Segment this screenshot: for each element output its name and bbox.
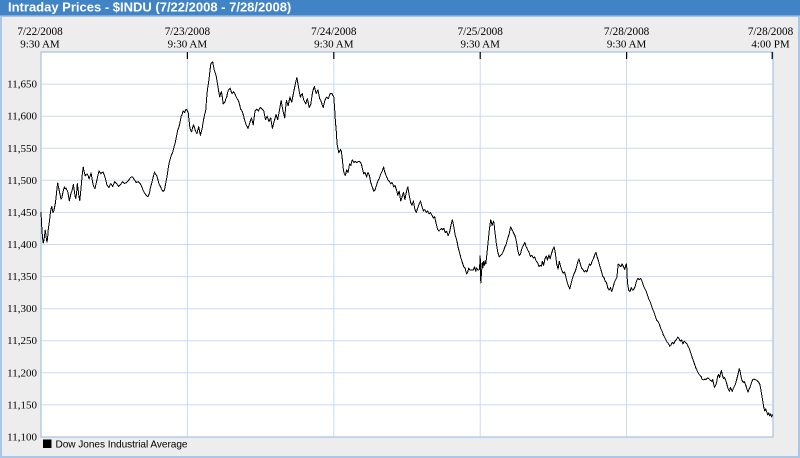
svg-text:11,550: 11,550: [7, 143, 37, 155]
svg-text:7/23/2008: 7/23/2008: [165, 26, 211, 38]
svg-text:11,250: 11,250: [7, 335, 37, 347]
svg-text:11,100: 11,100: [7, 432, 37, 444]
svg-text:11,150: 11,150: [7, 399, 37, 411]
svg-text:11,450: 11,450: [7, 207, 37, 219]
svg-text:9:30 AM: 9:30 AM: [20, 38, 60, 50]
svg-text:11,650: 11,650: [7, 79, 37, 91]
svg-text:9:30 AM: 9:30 AM: [607, 38, 647, 50]
svg-text:9:30 AM: 9:30 AM: [168, 38, 208, 50]
svg-text:11,350: 11,350: [7, 271, 37, 283]
svg-text:7/25/2008: 7/25/2008: [458, 26, 504, 38]
svg-text:Intraday Prices - $INDU (7/22/: Intraday Prices - $INDU (7/22/2008 - 7/2…: [8, 0, 291, 15]
svg-text:9:30 AM: 9:30 AM: [314, 38, 354, 50]
svg-text:11,400: 11,400: [7, 239, 37, 251]
svg-text:11,500: 11,500: [7, 175, 37, 187]
svg-text:7/22/2008: 7/22/2008: [17, 26, 63, 38]
svg-text:11,300: 11,300: [7, 303, 37, 315]
svg-text:7/28/2008: 7/28/2008: [748, 26, 794, 38]
svg-text:11,600: 11,600: [7, 111, 37, 123]
svg-text:4:00 PM: 4:00 PM: [751, 38, 789, 50]
svg-text:7/24/2008: 7/24/2008: [311, 26, 357, 38]
svg-text:11,200: 11,200: [7, 367, 37, 379]
svg-text:Dow Jones Industrial Average: Dow Jones Industrial Average: [56, 440, 188, 451]
svg-text:9:30 AM: 9:30 AM: [460, 38, 500, 50]
svg-text:7/28/2008: 7/28/2008: [604, 26, 650, 38]
